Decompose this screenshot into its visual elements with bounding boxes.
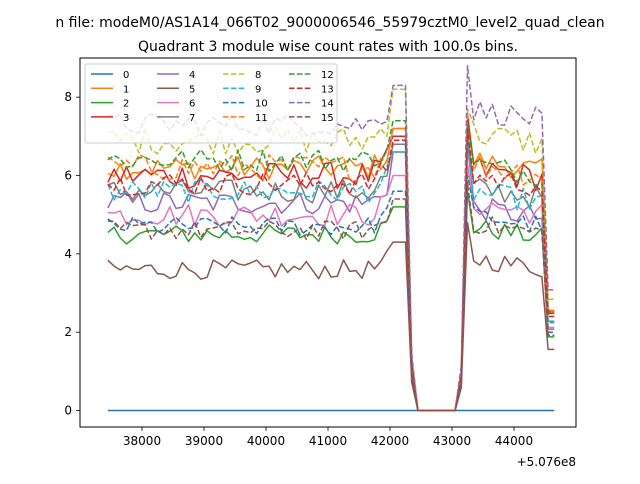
series-line-11 (107, 123, 555, 412)
x-tick-label: 41000 (309, 434, 347, 448)
y-tick-label: 2 (64, 325, 72, 339)
x-tick-label: 42000 (371, 434, 409, 448)
x-tick-label: 38000 (123, 434, 161, 448)
x-tick-label: 44000 (495, 434, 533, 448)
legend-label-9: 9 (255, 84, 261, 95)
x-offset-label: +5.076e8 (517, 455, 576, 469)
series-line-1 (107, 112, 555, 412)
legend-label-1: 1 (123, 84, 129, 95)
legend-label-7: 7 (189, 113, 195, 124)
plot-area: 38000 39000 40000 41000 42000 43000 44000 0 2 4 6 8… (64, 57, 577, 448)
series-line-7 (107, 135, 555, 412)
legend-box (84, 63, 338, 144)
x-tick-label: 39000 (185, 434, 223, 448)
y-tick-label: 4 (64, 247, 72, 261)
legend-label-3: 3 (123, 113, 129, 124)
legend-label-2: 2 (123, 99, 129, 110)
series-line-5 (107, 221, 555, 412)
legend-label-8: 8 (255, 70, 261, 81)
series-line-10 (107, 174, 555, 412)
series-line-15 (107, 182, 555, 412)
y-tick-label: 0 (64, 404, 72, 418)
legend-label-11: 11 (255, 113, 268, 124)
legend-label-10: 10 (255, 99, 268, 110)
legend-label-4: 4 (189, 70, 195, 81)
series-line-12 (107, 119, 555, 412)
x-tick-label: 40000 (247, 434, 285, 448)
legend-label-13: 13 (321, 84, 334, 95)
legend-label-5: 5 (189, 84, 195, 95)
series-line-13 (107, 127, 555, 412)
legend-label-0: 0 (123, 70, 129, 81)
legend-label-15: 15 (321, 113, 334, 124)
chart-title: Quadrant 3 module wise count rates with … (138, 39, 518, 55)
x-tick-label: 43000 (433, 434, 471, 448)
legend-label-12: 12 (321, 70, 334, 81)
series-line-6 (107, 163, 555, 412)
series-line-9 (107, 143, 555, 412)
series-line-8 (107, 88, 555, 412)
series-line-2 (107, 190, 555, 412)
y-tick-label: 6 (64, 169, 72, 183)
y-tick-label: 8 (64, 90, 72, 104)
figure-suptitle: n file: modeM0/AS1A14_066T02_9000006546_… (55, 15, 604, 31)
legend-label-14: 14 (321, 99, 334, 110)
legend-label-6: 6 (189, 99, 195, 110)
